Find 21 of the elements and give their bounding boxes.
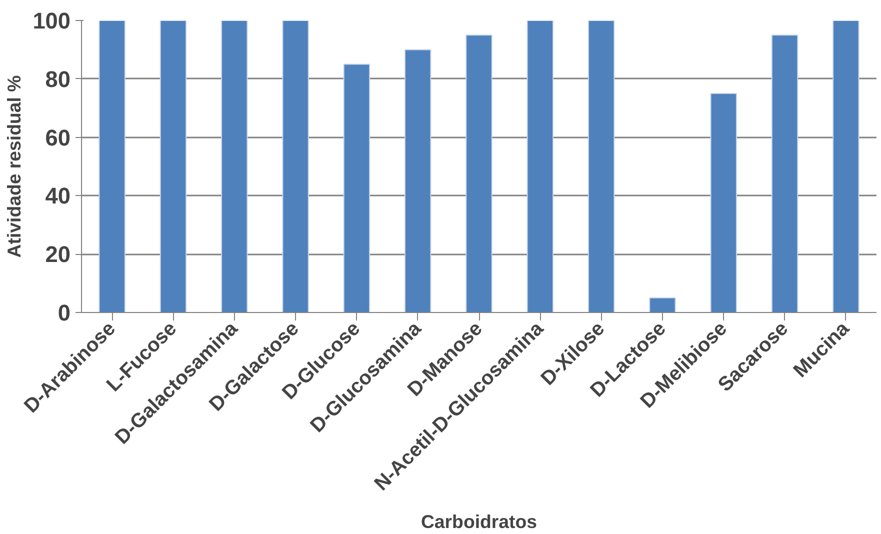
bar: [98, 20, 126, 312]
bar: [526, 20, 554, 312]
x-axis-title: Carboidratos: [420, 510, 538, 532]
bar: [282, 20, 309, 312]
y-tick-label: 20: [45, 241, 70, 268]
bar: [588, 20, 615, 312]
bar: [710, 93, 737, 312]
bar: [771, 34, 798, 312]
bar: [221, 20, 248, 312]
y-tick-label: 40: [45, 182, 70, 209]
y-tick-label: 80: [45, 66, 70, 92]
bar: [404, 49, 432, 312]
y-axis-title: Atividade residual %: [4, 74, 25, 258]
y-tick-label: 60: [45, 124, 70, 150]
bar: [160, 20, 187, 312]
y-tick-label: 100: [32, 8, 71, 34]
bar: [466, 34, 492, 312]
bar: [832, 20, 860, 312]
y-tick-label: 0: [58, 300, 71, 326]
bar: [343, 64, 370, 312]
bar: [649, 297, 676, 312]
